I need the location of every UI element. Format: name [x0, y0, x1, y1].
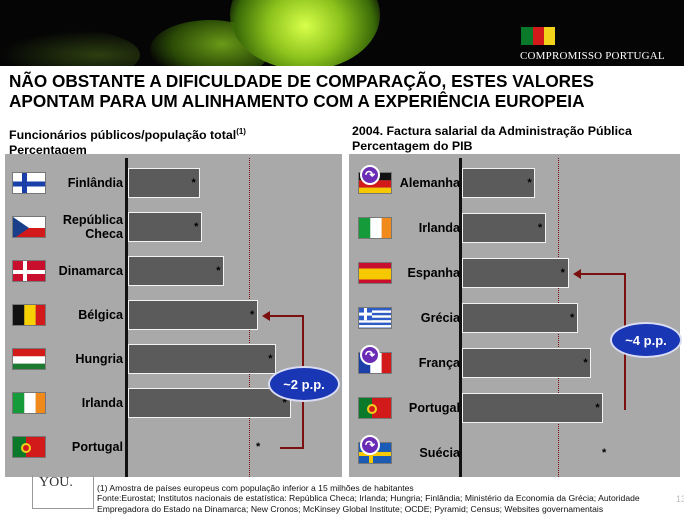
left-bar-value-label: * [194, 221, 199, 233]
left-bar-value-label: * [256, 441, 261, 453]
flag-finland-icon [12, 172, 46, 194]
right-chart-title: 2004. Factura salarial da Administração … [352, 124, 632, 154]
banner-decoration [230, 0, 380, 66]
you-logo: YOU. [39, 475, 73, 490]
footnote-line: (1) Amostra de países europeus com popul… [97, 483, 414, 493]
right-category-label: França [418, 356, 460, 370]
right-category-label: Suécia [419, 446, 460, 460]
right-bar [462, 303, 578, 333]
redo-icon[interactable]: ↷ [360, 165, 380, 185]
left-bar-value-label: * [282, 397, 287, 409]
right-bar [462, 258, 569, 288]
right-bar-value-label: * [602, 447, 607, 459]
right-category-label: Portugal [408, 401, 460, 415]
right-bar [462, 213, 546, 243]
flag-ireland-icon [12, 392, 46, 414]
left-chart-axis [125, 158, 128, 477]
right-chart-subtitle: Percentagem do PIB [352, 139, 473, 153]
page-title-line: APONTAM PARA UM ALINHAMENTO COM A EXPERI… [9, 91, 585, 111]
page-title: NÃO OBSTANTE A DIFICULDADE DE COMPARAÇÃO… [9, 71, 679, 111]
redo-icon[interactable]: ↷ [360, 435, 380, 455]
left-bar [128, 300, 258, 330]
flag-denmark-icon [12, 260, 46, 282]
flag-greece-icon [358, 307, 392, 329]
flag-hungary-icon [12, 348, 46, 370]
right-category-label: Alemanha [399, 176, 460, 190]
left-chart-title: Funcionários públicos/população total(1)… [9, 124, 246, 158]
right-bar [462, 393, 604, 423]
source-line: Fonte:Eurostat; Institutos nacionais de … [97, 493, 640, 504]
left-bar-value-label: * [216, 265, 221, 277]
left-category-label: República Checa [62, 213, 123, 241]
right-bar-value-label: * [560, 267, 565, 279]
right-bar-value-label: * [527, 177, 532, 189]
source-line: Empregadora do Estado na Dinamarca; New … [97, 503, 604, 514]
page-title-line: NÃO OBSTANTE A DIFICULDADE DE COMPARAÇÃO… [9, 71, 595, 91]
flag-ireland-icon [358, 217, 392, 239]
left-arrow-head-icon [262, 311, 270, 321]
right-category-label: Grécia [420, 311, 460, 325]
left-chart-subtitle: Percentagem [9, 143, 87, 158]
left-arrow-line [268, 315, 304, 317]
right-arrow-head-icon [572, 269, 581, 279]
flag-portugal-icon [12, 436, 46, 458]
left-bar-value-label: * [191, 177, 196, 189]
left-bar-value-label: * [250, 309, 255, 321]
left-category-label: Bélgica [78, 308, 123, 322]
right-chart-axis [459, 158, 462, 477]
left-bar [128, 256, 225, 286]
flag-czech-icon [12, 216, 46, 238]
page-number: 13 [676, 494, 684, 504]
left-bar [128, 388, 291, 418]
right-category-label: Irlanda [418, 221, 460, 235]
right-bar [462, 348, 592, 378]
left-bar [128, 168, 200, 198]
left-bar-value-label: * [268, 353, 273, 365]
right-bar-value-label: * [595, 402, 600, 414]
right-arrow-line [578, 273, 626, 275]
left-arrow-line [280, 447, 302, 449]
left-bar [128, 212, 203, 242]
right-annotation-bubble: ~4 p.p. [610, 322, 682, 358]
header-banner: COMPROMISSO PORTUGAL [0, 0, 684, 66]
right-bar-value-label: * [538, 222, 543, 234]
flag-belgium-icon [12, 304, 46, 326]
right-bar-value-label: * [570, 312, 575, 324]
left-chart-title-text: Funcionários públicos/população total [9, 128, 237, 143]
right-bar [462, 168, 536, 198]
flag-portugal-icon [358, 397, 392, 419]
left-category-label: Portugal [71, 440, 123, 454]
right-category-label: Espanha [407, 266, 461, 280]
right-bar-value-label: * [583, 357, 588, 369]
left-annotation-bubble: ~2 p.p. [268, 366, 340, 402]
redo-icon[interactable]: ↷ [360, 345, 380, 365]
you-logo-box: YOU. [32, 475, 94, 509]
footnote: (1) Amostra de países europeus com popul… [97, 483, 677, 514]
left-category-label: Dinamarca [58, 264, 123, 278]
banner-decoration [0, 30, 140, 66]
right-chart-title-text: 2004. Factura salarial da Administração … [352, 124, 632, 138]
brand-logo-icon [521, 27, 555, 45]
brand-name: COMPROMISSO PORTUGAL [520, 50, 665, 62]
footnote-marker: (1) [236, 127, 246, 136]
left-category-label: Hungria [75, 352, 123, 366]
left-category-label: Finlândia [67, 176, 123, 190]
left-category-label: Irlanda [81, 396, 123, 410]
flag-spain-icon [358, 262, 392, 284]
left-bar [128, 344, 277, 374]
